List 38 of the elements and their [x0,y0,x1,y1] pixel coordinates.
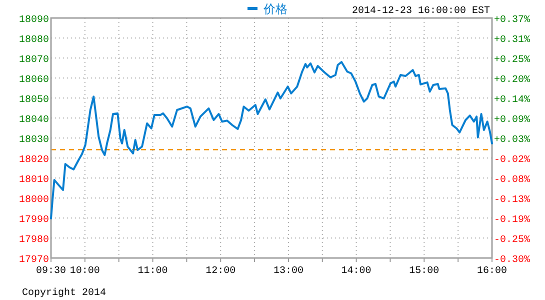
x-tick-label: 16:00 [476,266,508,277]
y-tick-label: 18070 [18,55,49,66]
y2-tick-label: -0.13% [494,194,530,206]
y2-tick-label: +0.37% [494,15,530,26]
y-tick-label: 18010 [18,175,49,186]
y2-tick-label: -0.25% [494,234,530,246]
y2-tick-label: -0.30% [494,255,530,266]
y-tick-label: 18040 [18,115,49,126]
text: Copyright 2014 [22,287,106,299]
y-tick-label: 18060 [18,75,49,86]
x-tick-label: 10:00 [70,266,100,277]
y-tick-label: 17970 [18,255,49,266]
y-tick-label: 18000 [18,195,49,206]
y2-tick-label: -0.02% [494,154,530,166]
x-tick-label: 14:00 [341,266,372,277]
y2-tick-label: -0.08% [494,175,530,186]
y2-tick-label: -0.19% [494,215,530,226]
chart-subtitle: 2014-12-23 16:00:00 EST [352,6,490,17]
y-tick-label: 17990 [18,215,49,226]
y2-tick-label: +0.25% [494,55,530,66]
y-tick-label: 18020 [18,155,49,166]
legend-label: 价格 [262,2,288,16]
x-tick-label: 15:00 [409,266,440,277]
y-tick-label: 18030 [18,135,49,146]
y2-tick-label: +0.31% [494,34,530,46]
x-tick-label: 09:30 [36,266,66,277]
x-tick-label: 12:00 [206,266,236,277]
y2-tick-label: +0.14% [494,95,530,106]
y-tick-label: 17980 [18,235,49,246]
y-tick-label: 18050 [18,95,49,106]
x-tick-label: 13:00 [273,266,304,277]
y2-tick-label: +0.20% [494,74,530,86]
y-tick-label: 18090 [18,15,49,26]
x-tick-label: 11:00 [138,266,168,277]
y2-tick-label: +0.03% [494,135,530,146]
y-tick-label: 18080 [18,35,49,46]
line-series [50,61,493,220]
y2-tick-label: +0.09% [494,114,530,126]
